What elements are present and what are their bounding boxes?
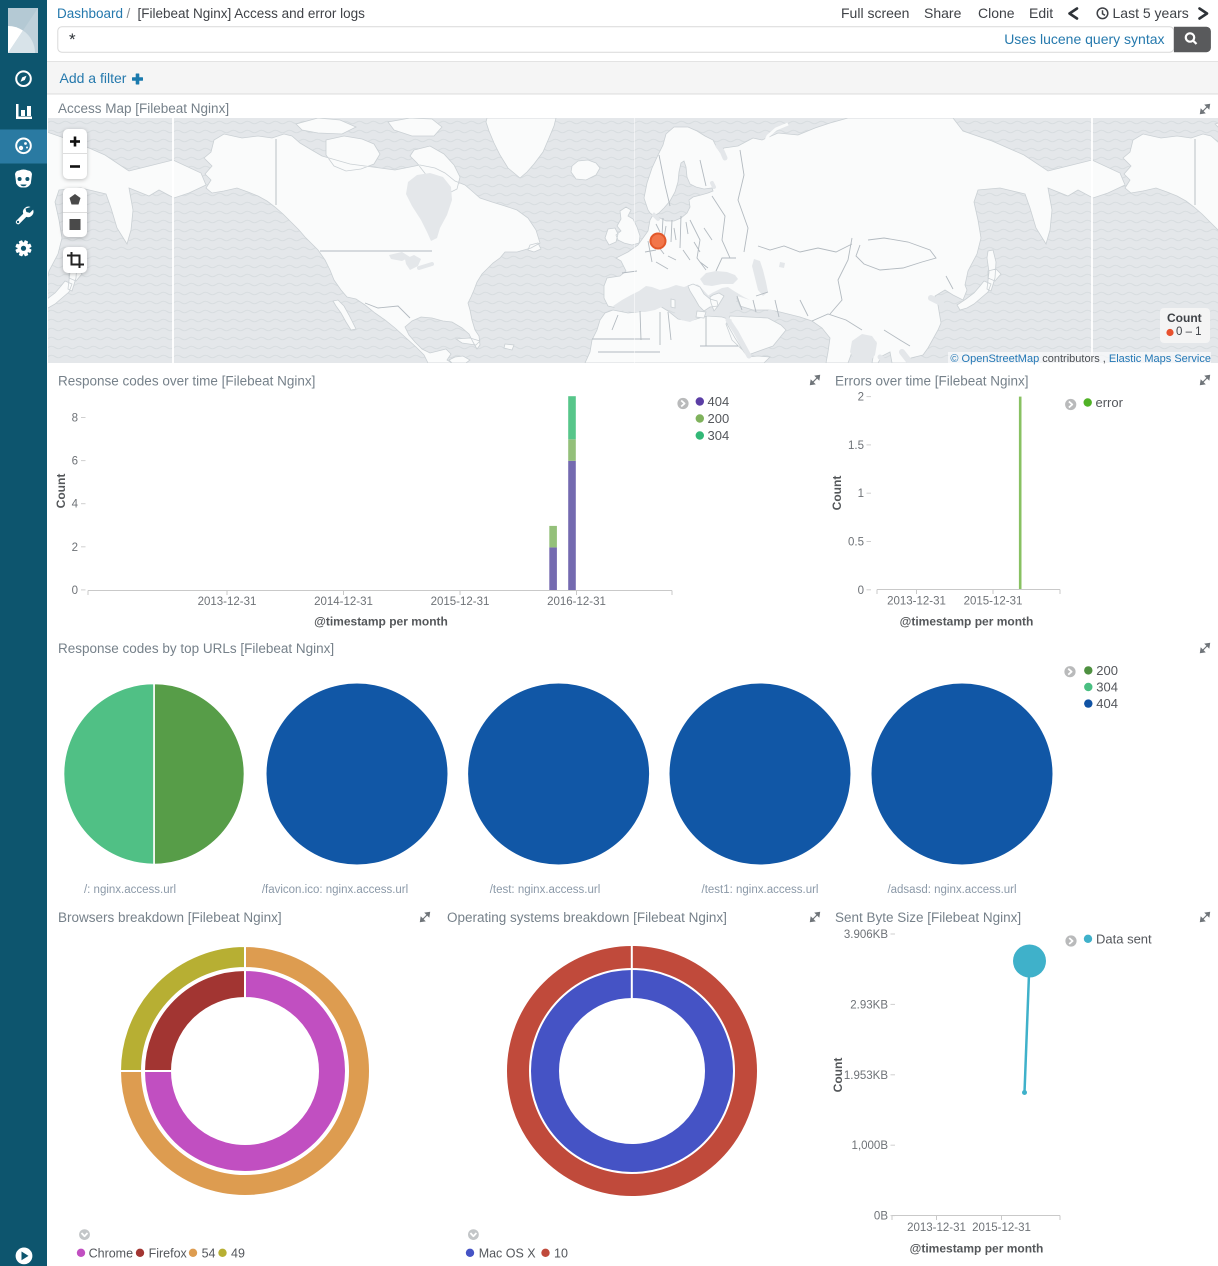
svg-text:1,000B: 1,000B [852, 1140, 889, 1152]
svg-text:2.93KB: 2.93KB [850, 999, 888, 1011]
svg-text:2013-12-31: 2013-12-31 [887, 596, 946, 608]
svg-text:0: 0 [858, 585, 864, 597]
svg-text:@timestamp per month: @timestamp per month [910, 1242, 1044, 1256]
svg-text:Firefox: Firefox [149, 1246, 188, 1260]
svg-text:Count: Count [830, 476, 844, 511]
svg-text:/test1: nginx.access.url: /test1: nginx.access.url [702, 884, 819, 896]
svg-text:Operating systems breakdown [F: Operating systems breakdown [Filebeat Ng… [447, 910, 727, 925]
svg-text:2015-12-31: 2015-12-31 [972, 1222, 1031, 1234]
svg-text:Response codes by top URLs [Fi: Response codes by top URLs [Filebeat Ngi… [58, 641, 334, 656]
svg-text:49: 49 [231, 1246, 245, 1260]
svg-text:200: 200 [1096, 663, 1118, 678]
svg-text:1: 1 [858, 488, 864, 500]
svg-text:404: 404 [1096, 696, 1118, 711]
svg-text:*: * [69, 30, 76, 49]
svg-text:[Filebeat Nginx] Access and er: [Filebeat Nginx] Access and error logs [138, 6, 366, 21]
svg-text:Uses lucene query syntax: Uses lucene query syntax [1004, 31, 1164, 47]
svg-text:2013-12-31: 2013-12-31 [198, 596, 257, 608]
svg-text:8: 8 [72, 413, 78, 425]
svg-text:Browsers breakdown [Filebeat N: Browsers breakdown [Filebeat Nginx] [58, 910, 282, 925]
svg-text:Count: Count [831, 1058, 845, 1093]
svg-text:/favicon.ico: nginx.access.url: /favicon.ico: nginx.access.url [262, 884, 408, 896]
svg-text:0: 0 [72, 585, 78, 597]
svg-text:2: 2 [72, 542, 78, 554]
svg-text:0.5: 0.5 [848, 537, 864, 549]
svg-text:304: 304 [708, 428, 730, 443]
svg-text:Access Map [Filebeat Nginx]: Access Map [Filebeat Nginx] [58, 101, 229, 116]
svg-text:2016-12-31: 2016-12-31 [547, 596, 606, 608]
svg-text:Full screen: Full screen [841, 5, 909, 21]
svg-text:Response codes over time [File: Response codes over time [Filebeat Nginx… [58, 374, 315, 389]
svg-text:Edit: Edit [1029, 5, 1053, 21]
svg-text:6: 6 [72, 456, 78, 468]
svg-text:Errors over time [Filebeat Ngi: Errors over time [Filebeat Nginx] [835, 374, 1029, 389]
svg-text:@timestamp per month: @timestamp per month [314, 615, 448, 629]
svg-text:1.953KB: 1.953KB [844, 1070, 888, 1082]
svg-text:Chrome: Chrome [89, 1246, 134, 1260]
svg-text:Mac OS X: Mac OS X [479, 1246, 537, 1260]
svg-text:404: 404 [708, 394, 730, 409]
svg-text:Count: Count [54, 474, 68, 509]
svg-text:0B: 0B [874, 1211, 888, 1223]
svg-text:304: 304 [1096, 680, 1118, 695]
svg-text:10: 10 [554, 1246, 568, 1260]
svg-text:3.906KB: 3.906KB [844, 929, 888, 941]
svg-text:@timestamp per month: @timestamp per month [900, 615, 1034, 629]
svg-text:2015-12-31: 2015-12-31 [431, 596, 490, 608]
svg-text:54: 54 [202, 1246, 216, 1260]
svg-text:1.5: 1.5 [848, 440, 864, 452]
svg-text:4: 4 [72, 499, 79, 511]
svg-text:/: nginx.access.url: /: nginx.access.url [84, 884, 176, 896]
svg-text:Share: Share [924, 5, 962, 21]
svg-text:error: error [1096, 395, 1124, 410]
svg-text:/test: nginx.access.url: /test: nginx.access.url [490, 884, 601, 896]
svg-text:2014-12-31: 2014-12-31 [314, 596, 373, 608]
svg-text:2: 2 [858, 392, 864, 404]
svg-text:Last 5 years: Last 5 years [1113, 5, 1189, 21]
svg-text:200: 200 [708, 411, 730, 426]
svg-text:Dashboard: Dashboard [57, 6, 123, 21]
svg-text:Sent Byte Size [Filebeat Nginx: Sent Byte Size [Filebeat Nginx] [835, 910, 1021, 925]
svg-text:/: / [127, 6, 131, 21]
svg-text:Clone: Clone [978, 5, 1015, 21]
svg-text:Add a filter: Add a filter [60, 70, 127, 86]
svg-text:2015-12-31: 2015-12-31 [964, 596, 1023, 608]
svg-text:2013-12-31: 2013-12-31 [907, 1222, 966, 1234]
svg-text:Data sent: Data sent [1096, 931, 1152, 946]
svg-text:/adsasd: nginx.access.url: /adsasd: nginx.access.url [887, 884, 1016, 896]
